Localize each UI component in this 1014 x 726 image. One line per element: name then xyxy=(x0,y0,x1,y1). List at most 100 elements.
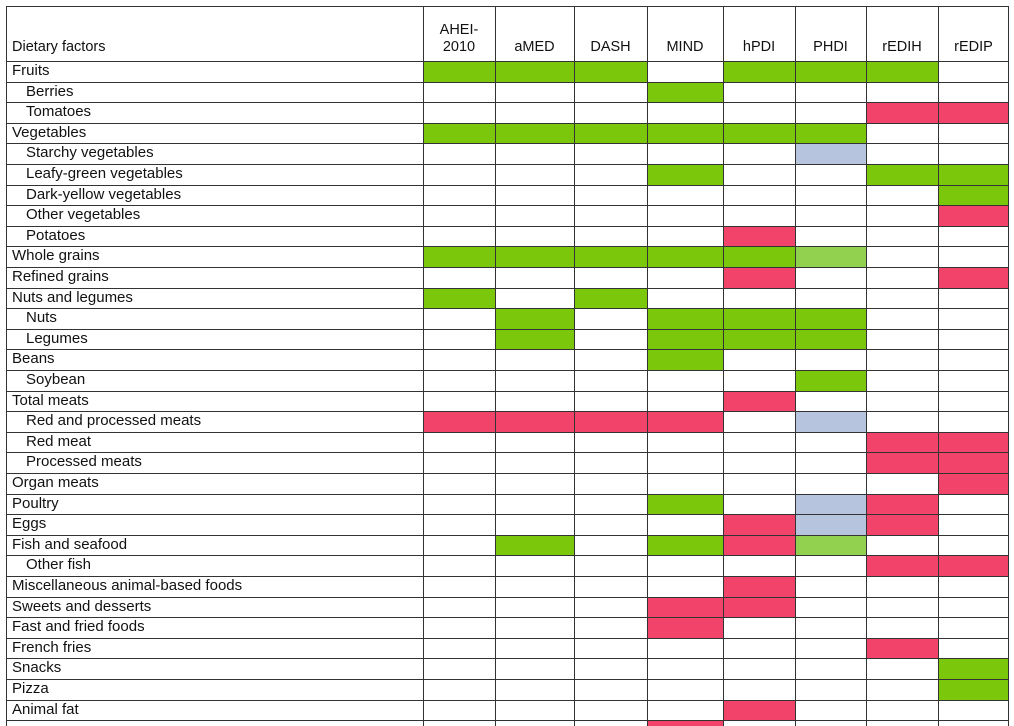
header-dash: DASH xyxy=(590,39,631,55)
cell-positive xyxy=(423,287,495,309)
row-label: Starchy vegetables xyxy=(26,144,154,162)
grid-hline xyxy=(6,328,1009,330)
grid-hline xyxy=(6,514,1009,516)
cell-positive xyxy=(795,122,866,144)
grid-hline xyxy=(6,267,1009,268)
row-label: Animal fat xyxy=(12,700,79,718)
cell-negative xyxy=(723,699,795,721)
cell-negative xyxy=(723,576,795,597)
row-label: Whole grains xyxy=(12,247,100,265)
grid-hline xyxy=(6,576,1009,577)
header-redip: rEDIP xyxy=(954,39,993,55)
cell-positive xyxy=(423,246,495,267)
cell-negative xyxy=(938,267,1009,288)
row-label: Eggs xyxy=(12,515,47,533)
grid-hline xyxy=(6,699,1009,701)
row-label: Fast and fried foods xyxy=(12,618,145,636)
cell-negative xyxy=(574,411,647,432)
grid-hline xyxy=(6,164,1009,165)
row-label: Soybean xyxy=(26,371,86,388)
cell-positive xyxy=(495,61,574,82)
cell-positive xyxy=(795,61,866,82)
grid-hline xyxy=(6,452,1009,454)
cell-positive xyxy=(647,164,723,185)
row-label: Refined grains xyxy=(12,268,109,285)
cell-positive xyxy=(866,61,938,82)
grid-hline xyxy=(6,370,1009,371)
row-label: Leafy-green vegetables xyxy=(26,165,183,182)
grid-vline xyxy=(1008,6,1009,726)
cell-positive_light xyxy=(795,534,866,556)
cell-negative xyxy=(938,452,1009,473)
grid-hline xyxy=(6,246,1009,248)
grid-vline xyxy=(938,6,939,726)
cell-positive xyxy=(574,61,647,82)
cell-negative xyxy=(723,225,795,247)
cell-positive xyxy=(574,122,647,144)
cell-negative xyxy=(866,431,938,453)
cell-positive xyxy=(723,246,795,267)
row-label: Potatoes xyxy=(26,226,86,244)
row-label: Other vegetables xyxy=(26,206,141,224)
grid-vline xyxy=(866,6,867,726)
cell-positive xyxy=(647,246,723,267)
row-label: French fries xyxy=(12,638,92,656)
cell-positive xyxy=(723,61,795,82)
cell-negative xyxy=(866,637,938,659)
cell-neutral xyxy=(795,411,866,432)
grid-hline xyxy=(6,287,1009,289)
row-label: Dark-yellow vegetables xyxy=(26,185,182,203)
grid-hline xyxy=(6,493,1009,495)
grid-hline xyxy=(6,61,1009,62)
header-hpdi: hPDI xyxy=(742,39,776,55)
cell-negative xyxy=(938,473,1009,494)
grid-hline xyxy=(6,205,1009,207)
row-label: Tomatoes xyxy=(26,103,92,121)
cell-negative xyxy=(723,267,795,288)
cell-negative xyxy=(866,452,938,473)
grid-hline xyxy=(6,555,1009,557)
row-label: Total meats xyxy=(12,391,89,409)
grid-hline xyxy=(6,617,1009,619)
cell-positive xyxy=(574,246,647,267)
row-label: Organ meats xyxy=(12,474,99,491)
cell-positive xyxy=(795,308,866,329)
cell-positive xyxy=(647,328,723,350)
cell-positive xyxy=(795,370,866,391)
row-label: Other fish xyxy=(26,556,92,574)
grid-hline xyxy=(6,720,1009,722)
cell-negative xyxy=(938,102,1009,123)
cell-positive xyxy=(495,308,574,329)
grid-hline xyxy=(6,102,1009,104)
grid-hline xyxy=(6,411,1009,413)
grid-hline xyxy=(6,390,1009,392)
cell-negative xyxy=(723,596,795,618)
grid-hline xyxy=(6,225,1009,227)
cell-negative xyxy=(723,390,795,412)
cell-neutral xyxy=(795,514,866,535)
cell-neutral xyxy=(795,493,866,515)
cell-negative xyxy=(938,555,1009,576)
row-label: Legumes xyxy=(26,329,88,347)
cell-positive xyxy=(795,328,866,350)
cell-positive xyxy=(938,658,1009,679)
cell-positive xyxy=(495,534,574,556)
cell-positive xyxy=(938,164,1009,185)
cell-neutral xyxy=(795,143,866,164)
row-label: Snacks xyxy=(12,659,62,677)
cell-negative xyxy=(647,411,723,432)
row-label: Beans xyxy=(12,350,55,368)
row-label: Miscellaneous animal-based foods xyxy=(12,577,243,594)
header-dietary-factors: Dietary factors xyxy=(12,39,106,55)
row-label: Nuts xyxy=(26,309,57,327)
cell-positive xyxy=(647,493,723,515)
header-amed: aMED xyxy=(514,39,555,55)
cell-positive xyxy=(723,308,795,329)
cell-positive xyxy=(423,122,495,144)
grid-vline xyxy=(647,6,648,726)
grid-vline xyxy=(574,6,575,726)
grid-hline xyxy=(6,349,1009,351)
cell-positive xyxy=(938,184,1009,206)
grid-hline xyxy=(6,143,1009,145)
row-label: Fish and seafood xyxy=(12,535,128,553)
